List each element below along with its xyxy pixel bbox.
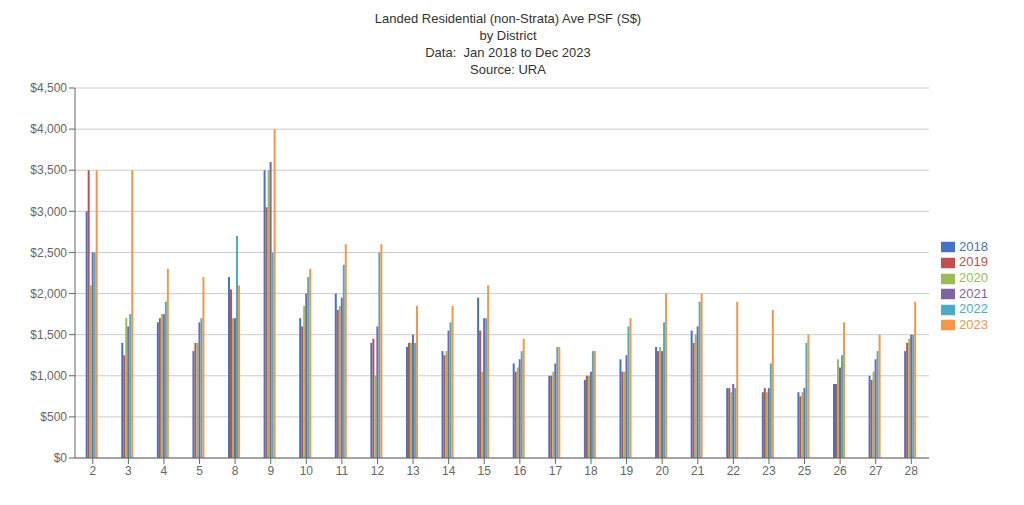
html-text:2020: 2020 — [959, 269, 988, 285]
svg-text:19: 19 — [620, 464, 634, 478]
html-text:Landed Residential (non-Strata: Landed Residential (non-Strata) Ave PSF … — [374, 11, 642, 26]
svg-text:$1,000: $1,000 — [30, 369, 67, 383]
svg-text:12: 12 — [371, 464, 385, 478]
svg-text:18: 18 — [584, 464, 598, 478]
html-text:2022: 2022 — [959, 301, 988, 317]
svg-text:23: 23 — [762, 464, 776, 478]
svg-text:4: 4 — [161, 464, 168, 478]
svg-text:22: 22 — [727, 464, 741, 478]
svg-text:25: 25 — [798, 464, 812, 478]
svg-text:8: 8 — [232, 464, 239, 478]
html-text:2021: 2021 — [959, 285, 988, 301]
svg-text:3: 3 — [125, 464, 132, 478]
svg-text:$2,000: $2,000 — [30, 287, 67, 301]
svg-text:16: 16 — [513, 464, 527, 478]
svg-text:$3,000: $3,000 — [30, 205, 67, 219]
svg-text:14: 14 — [442, 464, 456, 478]
svg-text:20: 20 — [655, 464, 669, 478]
svg-text:28: 28 — [905, 464, 919, 478]
svg-text:9: 9 — [267, 464, 274, 478]
svg-text:5: 5 — [196, 464, 203, 478]
svg-text:21: 21 — [691, 464, 705, 478]
svg-text:26: 26 — [833, 464, 847, 478]
svg-text:$4,500: $4,500 — [30, 81, 67, 95]
svg-text:17: 17 — [549, 464, 563, 478]
svg-text:$3,500: $3,500 — [30, 163, 67, 177]
html-text:Data: Jan 2018 to Dec 2023: Data: Jan 2018 to Dec 2023 — [425, 45, 591, 60]
html-text:by District: by District — [479, 28, 537, 43]
svg-text:$1,500: $1,500 — [30, 328, 67, 342]
svg-text:$4,000: $4,000 — [30, 122, 67, 136]
svg-text:15: 15 — [478, 464, 492, 478]
svg-text:$2,500: $2,500 — [30, 246, 67, 260]
svg-text:2: 2 — [89, 464, 96, 478]
svg-text:$0: $0 — [54, 451, 68, 465]
html-text:2018: 2018 — [959, 238, 988, 254]
html-text:2023: 2023 — [959, 316, 988, 332]
svg-text:13: 13 — [406, 464, 420, 478]
html-text:Source: URA: Source: URA — [470, 62, 546, 77]
svg-text:11: 11 — [336, 464, 349, 478]
svg-text:$500: $500 — [40, 410, 67, 424]
svg-text:27: 27 — [869, 464, 883, 478]
html-text:2019: 2019 — [959, 254, 988, 270]
svg-text:10: 10 — [300, 464, 314, 478]
